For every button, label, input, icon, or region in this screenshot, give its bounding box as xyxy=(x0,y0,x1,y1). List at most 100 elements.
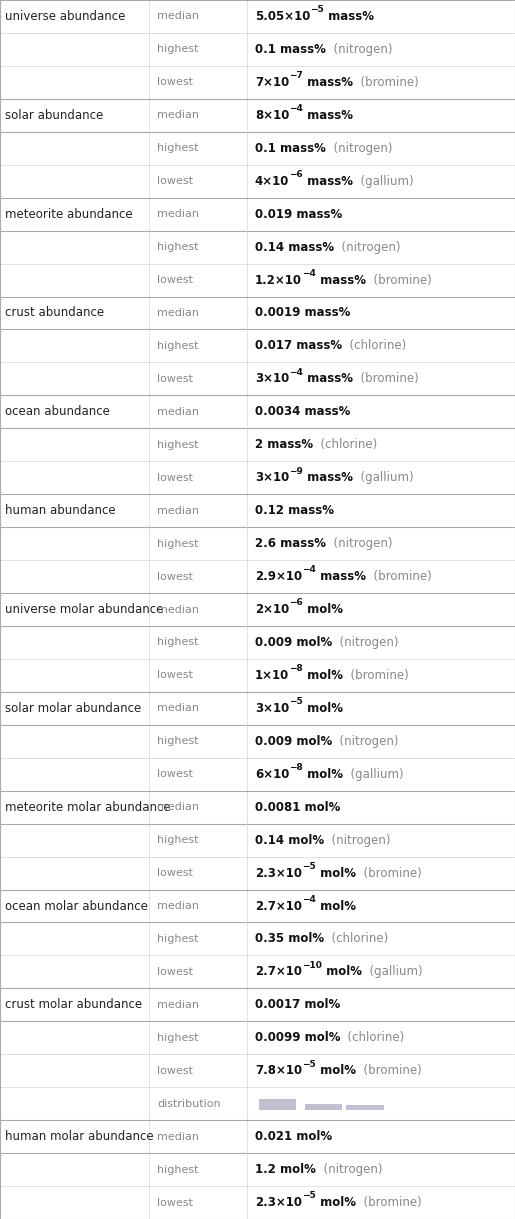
Text: mol%: mol% xyxy=(322,965,362,979)
Text: (gallium): (gallium) xyxy=(353,174,414,188)
Text: 0.017 mass%: 0.017 mass% xyxy=(255,339,342,352)
Text: highest: highest xyxy=(157,1164,199,1175)
Text: lowest: lowest xyxy=(157,572,193,581)
Text: highest: highest xyxy=(157,1032,199,1042)
Text: mass%: mass% xyxy=(303,76,353,89)
Text: 2.7×10: 2.7×10 xyxy=(255,900,302,913)
Text: mol%: mol% xyxy=(303,669,343,681)
Text: −6: −6 xyxy=(289,171,303,179)
Text: −4: −4 xyxy=(302,566,316,574)
Text: 2×10: 2×10 xyxy=(255,603,289,616)
Text: median: median xyxy=(157,308,199,318)
Text: 0.12 mass%: 0.12 mass% xyxy=(255,505,334,517)
Text: (nitrogen): (nitrogen) xyxy=(334,240,401,254)
Bar xyxy=(347,1106,384,1111)
Text: (chlorine): (chlorine) xyxy=(342,339,406,352)
Text: median: median xyxy=(157,703,199,713)
Text: 3×10: 3×10 xyxy=(255,372,289,385)
Text: (bromine): (bromine) xyxy=(356,1196,421,1209)
Text: human abundance: human abundance xyxy=(5,505,116,517)
Text: lowest: lowest xyxy=(157,77,193,88)
Text: 2.3×10: 2.3×10 xyxy=(255,867,302,880)
Text: 3×10: 3×10 xyxy=(255,472,289,484)
Text: (chlorine): (chlorine) xyxy=(313,439,377,451)
Text: 0.14 mol%: 0.14 mol% xyxy=(255,834,324,847)
Text: universe abundance: universe abundance xyxy=(5,10,126,23)
Text: (nitrogen): (nitrogen) xyxy=(324,834,390,847)
Text: highest: highest xyxy=(157,736,199,746)
Text: (nitrogen): (nitrogen) xyxy=(332,735,399,747)
Text: mol%: mol% xyxy=(303,702,343,714)
Text: lowest: lowest xyxy=(157,967,193,976)
Text: highest: highest xyxy=(157,934,199,944)
Bar xyxy=(259,1100,297,1111)
Text: (bromine): (bromine) xyxy=(356,1064,422,1078)
Text: (bromine): (bromine) xyxy=(353,76,419,89)
Text: mol%: mol% xyxy=(303,603,343,616)
Text: crust abundance: crust abundance xyxy=(5,306,104,319)
Text: median: median xyxy=(157,210,199,219)
Text: −4: −4 xyxy=(302,895,316,904)
Text: (nitrogen): (nitrogen) xyxy=(326,538,392,550)
Text: solar abundance: solar abundance xyxy=(5,108,104,122)
Text: −7: −7 xyxy=(289,71,303,80)
Text: 0.0017 mol%: 0.0017 mol% xyxy=(255,998,340,1012)
Text: (bromine): (bromine) xyxy=(366,273,432,286)
Text: −5: −5 xyxy=(302,1059,316,1069)
Text: −4: −4 xyxy=(289,104,303,113)
Text: lowest: lowest xyxy=(157,868,193,878)
Text: lowest: lowest xyxy=(157,1197,193,1208)
Text: highest: highest xyxy=(157,539,199,549)
Text: (nitrogen): (nitrogen) xyxy=(326,141,392,155)
Text: median: median xyxy=(157,110,199,121)
Text: ocean abundance: ocean abundance xyxy=(5,406,110,418)
Text: crust molar abundance: crust molar abundance xyxy=(5,998,142,1012)
Text: median: median xyxy=(157,506,199,516)
Text: meteorite abundance: meteorite abundance xyxy=(5,207,133,221)
Text: mol%: mol% xyxy=(316,900,356,913)
Text: 0.14 mass%: 0.14 mass% xyxy=(255,240,334,254)
Text: mass%: mass% xyxy=(303,372,353,385)
Text: 0.0019 mass%: 0.0019 mass% xyxy=(255,306,350,319)
Text: lowest: lowest xyxy=(157,769,193,779)
Text: lowest: lowest xyxy=(157,275,193,285)
Text: (gallium): (gallium) xyxy=(362,965,422,979)
Text: 2 mass%: 2 mass% xyxy=(255,439,313,451)
Text: 4×10: 4×10 xyxy=(255,174,289,188)
Text: 3×10: 3×10 xyxy=(255,702,289,714)
Text: 0.021 mol%: 0.021 mol% xyxy=(255,1130,332,1143)
Text: −10: −10 xyxy=(302,961,322,970)
Text: 0.0099 mol%: 0.0099 mol% xyxy=(255,1031,340,1045)
Text: 0.0034 mass%: 0.0034 mass% xyxy=(255,406,350,418)
Text: 0.1 mass%: 0.1 mass% xyxy=(255,141,326,155)
Text: median: median xyxy=(157,11,199,22)
Text: highest: highest xyxy=(157,243,199,252)
Text: human molar abundance: human molar abundance xyxy=(5,1130,154,1143)
Bar xyxy=(305,1104,342,1111)
Text: mass%: mass% xyxy=(303,174,353,188)
Text: −5: −5 xyxy=(302,1191,316,1201)
Text: (nitrogen): (nitrogen) xyxy=(316,1163,382,1176)
Text: 0.35 mol%: 0.35 mol% xyxy=(255,933,324,946)
Text: −8: −8 xyxy=(289,763,303,772)
Text: mass%: mass% xyxy=(316,273,366,286)
Text: (bromine): (bromine) xyxy=(353,372,419,385)
Text: 2.6 mass%: 2.6 mass% xyxy=(255,538,326,550)
Text: 0.019 mass%: 0.019 mass% xyxy=(255,207,342,221)
Text: meteorite molar abundance: meteorite molar abundance xyxy=(5,801,171,813)
Text: −9: −9 xyxy=(289,467,303,475)
Text: highest: highest xyxy=(157,341,199,351)
Text: 1.2×10: 1.2×10 xyxy=(255,273,302,286)
Text: (bromine): (bromine) xyxy=(343,669,409,681)
Text: −4: −4 xyxy=(289,368,303,377)
Text: mass%: mass% xyxy=(303,108,353,122)
Text: mass%: mass% xyxy=(316,570,366,583)
Text: −5: −5 xyxy=(289,697,303,706)
Text: (chlorine): (chlorine) xyxy=(340,1031,405,1045)
Text: lowest: lowest xyxy=(157,670,193,680)
Text: (gallium): (gallium) xyxy=(353,472,414,484)
Text: mass%: mass% xyxy=(303,472,353,484)
Text: 0.0081 mol%: 0.0081 mol% xyxy=(255,801,340,813)
Text: highest: highest xyxy=(157,440,199,450)
Text: −4: −4 xyxy=(302,269,316,278)
